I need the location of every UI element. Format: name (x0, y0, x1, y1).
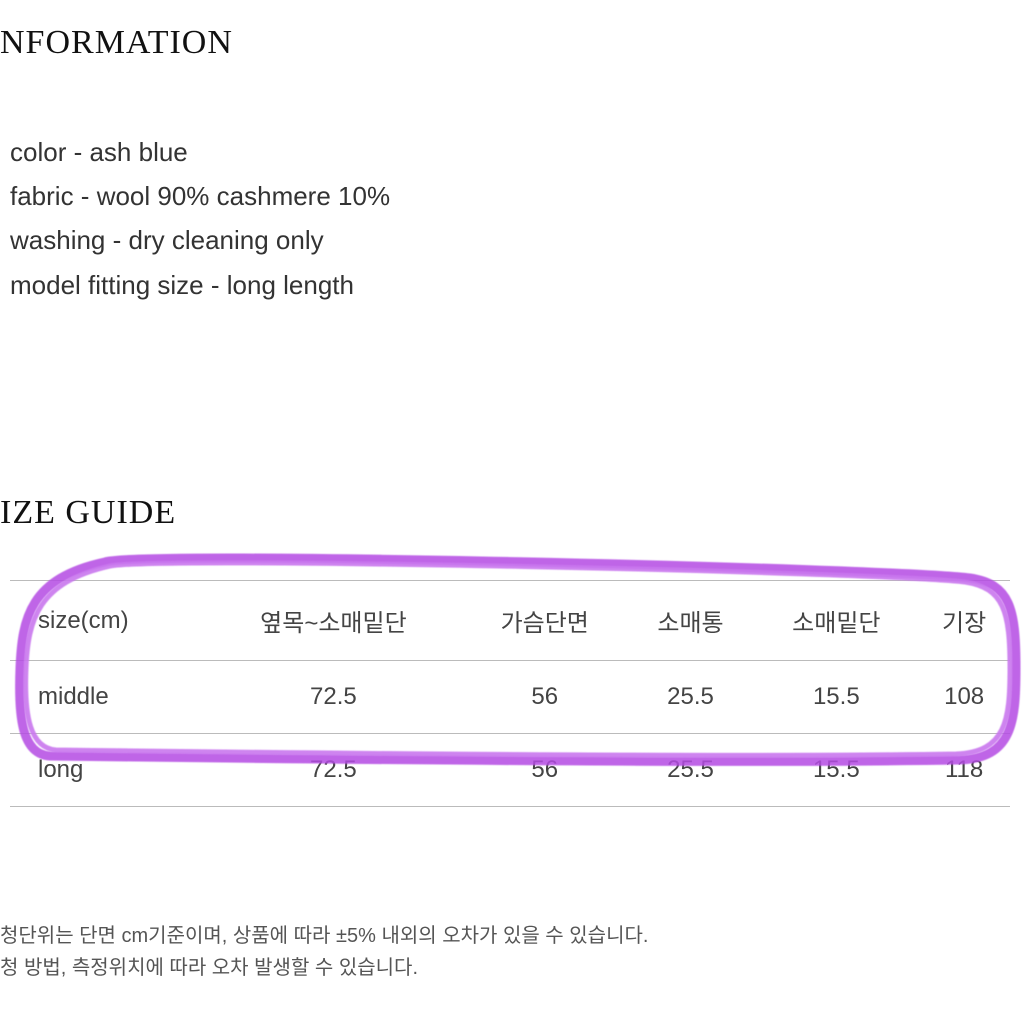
cell: 108 (918, 661, 1010, 734)
table-row: long 72.5 56 25.5 15.5 118 (10, 734, 1010, 807)
col-sleeve: 옆목~소매밑단 (204, 581, 463, 661)
size-guide-heading: IZE GUIDE (0, 494, 176, 532)
info-label: model fitting size (10, 270, 204, 300)
info-value: dry cleaning only (129, 225, 324, 255)
table-row: middle 72.5 56 25.5 15.5 108 (10, 661, 1010, 734)
cell: 56 (463, 661, 627, 734)
note-line: 청 방법, 측정위치에 따라 오차 발생할 수 있습니다. (0, 952, 648, 984)
cell: 15.5 (754, 734, 918, 807)
information-block: color - ash blue fabric - wool 90% cashm… (10, 130, 390, 307)
info-label: color (10, 137, 66, 167)
info-value: wool 90% cashmere 10% (97, 181, 390, 211)
cell: 15.5 (754, 661, 918, 734)
info-label: washing (10, 225, 105, 255)
row-label: long (10, 734, 204, 807)
col-armhole: 소매통 (627, 581, 755, 661)
cell: 25.5 (627, 661, 755, 734)
col-length: 기장 (918, 581, 1010, 661)
row-label: middle (10, 661, 204, 734)
cell: 72.5 (204, 734, 463, 807)
cell: 118 (918, 734, 1010, 807)
col-size: size(cm) (10, 581, 204, 661)
info-value: long length (227, 270, 354, 300)
table-header-row: size(cm) 옆목~소매밑단 가슴단면 소매통 소매밑단 기장 (10, 581, 1010, 661)
info-value: ash blue (89, 137, 187, 167)
size-table: size(cm) 옆목~소매밑단 가슴단면 소매통 소매밑단 기장 middle… (10, 580, 1010, 807)
col-chest: 가슴단면 (463, 581, 627, 661)
info-label: fabric (10, 181, 74, 211)
info-line-model: model fitting size - long length (10, 263, 390, 307)
cell: 72.5 (204, 661, 463, 734)
col-cuff: 소매밑단 (754, 581, 918, 661)
cell: 56 (463, 734, 627, 807)
information-heading: NFORMATION (0, 24, 233, 62)
info-line-color: color - ash blue (10, 130, 390, 174)
cell: 25.5 (627, 734, 755, 807)
info-line-washing: washing - dry cleaning only (10, 218, 390, 262)
info-line-fabric: fabric - wool 90% cashmere 10% (10, 174, 390, 218)
measurement-notes: 청단위는 단면 cm기준이며, 상품에 따라 ±5% 내외의 오차가 있을 수 … (0, 920, 648, 984)
note-line: 청단위는 단면 cm기준이며, 상품에 따라 ±5% 내외의 오차가 있을 수 … (0, 920, 648, 952)
